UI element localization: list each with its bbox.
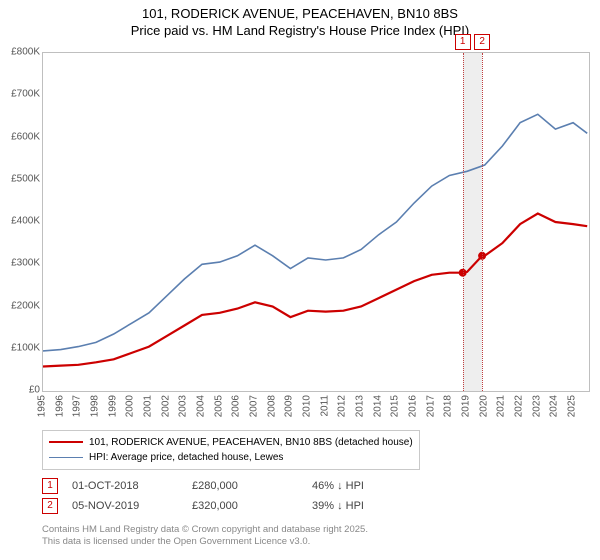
chart-svg (43, 53, 589, 391)
x-axis-label: 2009 (284, 395, 295, 417)
x-axis-label: 2004 (196, 395, 207, 417)
sales-row: 2 05-NOV-2019£320,00039% ↓ HPI (42, 498, 432, 514)
legend: 101, RODERICK AVENUE, PEACEHAVEN, BN10 8… (42, 430, 590, 470)
series-hpi (43, 114, 587, 351)
y-axis-label: £400K (0, 216, 40, 227)
sale-date: 05-NOV-2019 (72, 500, 192, 512)
x-axis-label: 2010 (302, 395, 313, 417)
x-axis-label: 2017 (425, 395, 436, 417)
footer-line1: Contains HM Land Registry data © Crown c… (42, 524, 368, 536)
sales-table: 1 01-OCT-2018£280,00046% ↓ HPI 2 05-NOV-201… (42, 478, 432, 518)
marker-line (482, 53, 483, 391)
marker-badge: 2 (474, 34, 490, 50)
title-line1: 101, RODERICK AVENUE, PEACEHAVEN, BN10 8… (142, 6, 458, 21)
x-axis-label: 2013 (355, 395, 366, 417)
series-price_paid (43, 214, 587, 367)
sale-price: £320,000 (192, 500, 312, 512)
legend-item-1: 101, RODERICK AVENUE, PEACEHAVEN, BN10 8… (49, 435, 413, 450)
legend-label-1: 101, RODERICK AVENUE, PEACEHAVEN, BN10 8… (89, 437, 413, 448)
x-axis-label: 2022 (514, 395, 525, 417)
x-axis-label: 2023 (531, 395, 542, 417)
title-line2: Price paid vs. HM Land Registry's House … (131, 23, 469, 38)
legend-swatch-2 (49, 457, 83, 458)
marker-line (463, 53, 464, 391)
x-axis-label: 2007 (249, 395, 260, 417)
x-axis-label: 2014 (372, 395, 383, 417)
sale-diff: 46% ↓ HPI (312, 480, 432, 492)
legend-item-2: HPI: Average price, detached house, Lewe… (49, 450, 413, 465)
x-axis-label: 1996 (54, 395, 65, 417)
chart-plot-area (42, 52, 590, 392)
y-axis-label: £300K (0, 258, 40, 269)
x-axis-label: 2001 (143, 395, 154, 417)
x-axis-label: 2024 (549, 395, 560, 417)
x-axis-label: 2025 (567, 395, 578, 417)
x-axis-label: 2005 (213, 395, 224, 417)
sales-badge: 2 (42, 498, 58, 514)
sales-row: 1 01-OCT-2018£280,00046% ↓ HPI (42, 478, 432, 494)
x-axis-label: 1999 (107, 395, 118, 417)
sale-price: £280,000 (192, 480, 312, 492)
sale-diff: 39% ↓ HPI (312, 500, 432, 512)
x-axis-label: 2019 (461, 395, 472, 417)
chart-title: 101, RODERICK AVENUE, PEACEHAVEN, BN10 8… (0, 0, 600, 40)
marker-badge: 1 (455, 34, 471, 50)
y-axis-label: £500K (0, 173, 40, 184)
x-axis-label: 2016 (408, 395, 419, 417)
x-axis-label: 2006 (231, 395, 242, 417)
y-axis-label: £600K (0, 131, 40, 142)
y-axis-label: £200K (0, 300, 40, 311)
sale-date: 01-OCT-2018 (72, 480, 192, 492)
x-axis-label: 2002 (160, 395, 171, 417)
x-axis-label: 2000 (125, 395, 136, 417)
sales-badge: 1 (42, 478, 58, 494)
y-axis-label: £100K (0, 342, 40, 353)
x-axis-label: 1997 (72, 395, 83, 417)
x-axis-label: 1995 (37, 395, 48, 417)
y-axis-label: £800K (0, 47, 40, 58)
x-axis-label: 1998 (90, 395, 101, 417)
x-axis-label: 2020 (478, 395, 489, 417)
footer-line2: This data is licensed under the Open Gov… (42, 536, 368, 548)
legend-box: 101, RODERICK AVENUE, PEACEHAVEN, BN10 8… (42, 430, 420, 470)
x-axis-label: 2012 (337, 395, 348, 417)
x-axis-label: 2008 (266, 395, 277, 417)
footer: Contains HM Land Registry data © Crown c… (42, 524, 368, 549)
legend-label-2: HPI: Average price, detached house, Lewe… (89, 452, 283, 463)
x-axis-label: 2003 (178, 395, 189, 417)
x-axis-label: 2011 (319, 395, 330, 417)
y-axis-label: £0 (0, 385, 40, 396)
x-axis-label: 2021 (496, 395, 507, 417)
legend-swatch-1 (49, 441, 83, 443)
x-axis-label: 2018 (443, 395, 454, 417)
y-axis-label: £700K (0, 89, 40, 100)
x-axis-label: 2015 (390, 395, 401, 417)
